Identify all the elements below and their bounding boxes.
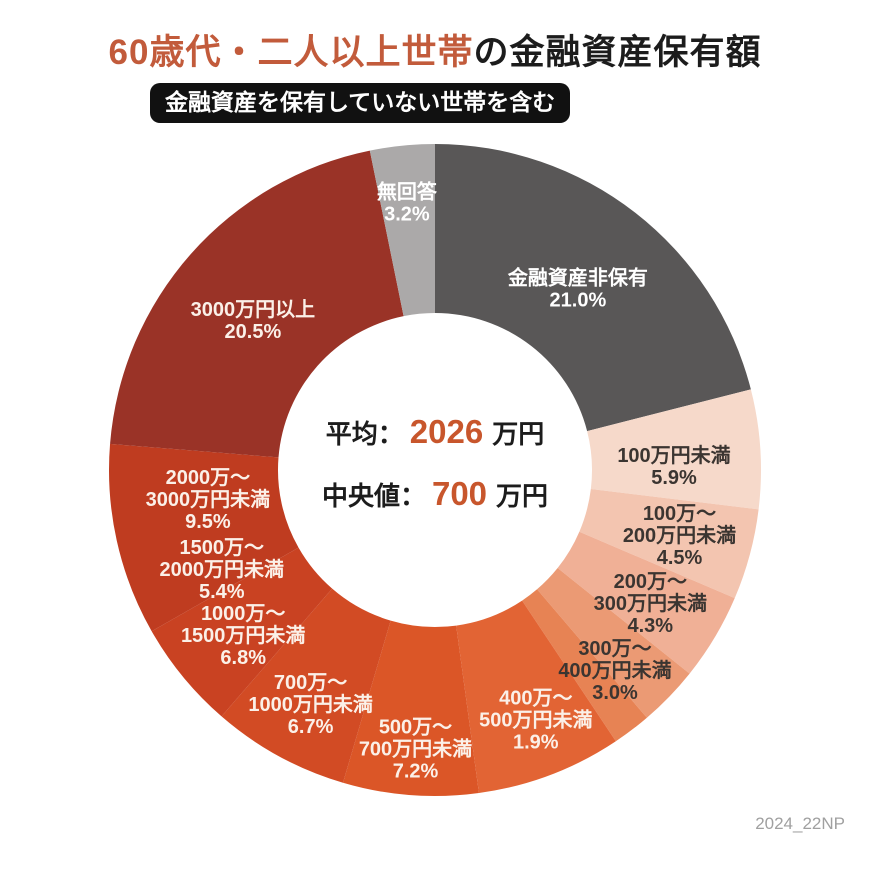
watermark-text: 2024_22NP [755,814,845,833]
slice-label-8: 700万～ 1000万円未満 6.7% [248,672,373,738]
pie-slice-2 [587,389,761,510]
pie-slice-10 [151,547,333,717]
slice-label-12: 3000万円以上 20.5% [191,298,316,343]
pie-slice-7 [456,600,616,794]
slice-label-10: 1500万～ 2000万円未満 5.4% [160,537,285,603]
pie-slice-5 [537,568,690,718]
pie-slice-4 [557,531,735,674]
slice-label-1: 金融資産非保有 21.0% [507,266,648,312]
median-value-text: 中央値： 700 万円 [322,475,548,512]
subtitle-badge: 金融資産を保有していない世帯を含む [150,83,571,123]
pie-slice-1 [435,144,751,432]
slice-label-13: 無回答 3.2% [377,180,438,226]
pie-slice-11 [109,443,299,632]
slice-label-11: 2000万～ 3000万円未満 9.5% [146,467,271,533]
page-title: 60歳代・二人以上世帯の金融資産保有額 [0,24,870,75]
title-accent-text: 60歳代・二人以上世帯 [108,33,474,72]
pie-slice-9 [221,588,391,783]
slice-label-5: 300万～ 400万円未満 3.0% [558,638,671,704]
pie-slice-12 [110,150,404,458]
pie-slices-group [109,144,761,796]
slice-label-6: 400万～ 500万円未満 1.9% [479,687,592,753]
slice-label-2: 100万円未満 5.9% [617,444,730,489]
pie-slice-13 [369,144,435,317]
pie-slice-8 [342,620,479,796]
pie-slice-3 [579,488,759,599]
pie-labels-group: 金融資産非保有 21.0%100万円未満 5.9%100万～ 200万円未満 4.5%2… [146,180,737,783]
slice-label-4: 200万～ 300万円未満 4.3% [594,571,707,637]
pie-slice-6 [522,589,647,742]
title-rest-text: の金融資産保有額 [473,33,762,72]
slice-label-7: 500万～ 700万円未満 7.2% [359,716,472,782]
slice-label-3: 100万～ 200万円未満 4.5% [623,503,736,569]
mean-value-text: 平均： 2026 万円 [326,413,544,450]
slice-label-9: 1000万～ 1500万円未満 6.8% [181,603,306,669]
